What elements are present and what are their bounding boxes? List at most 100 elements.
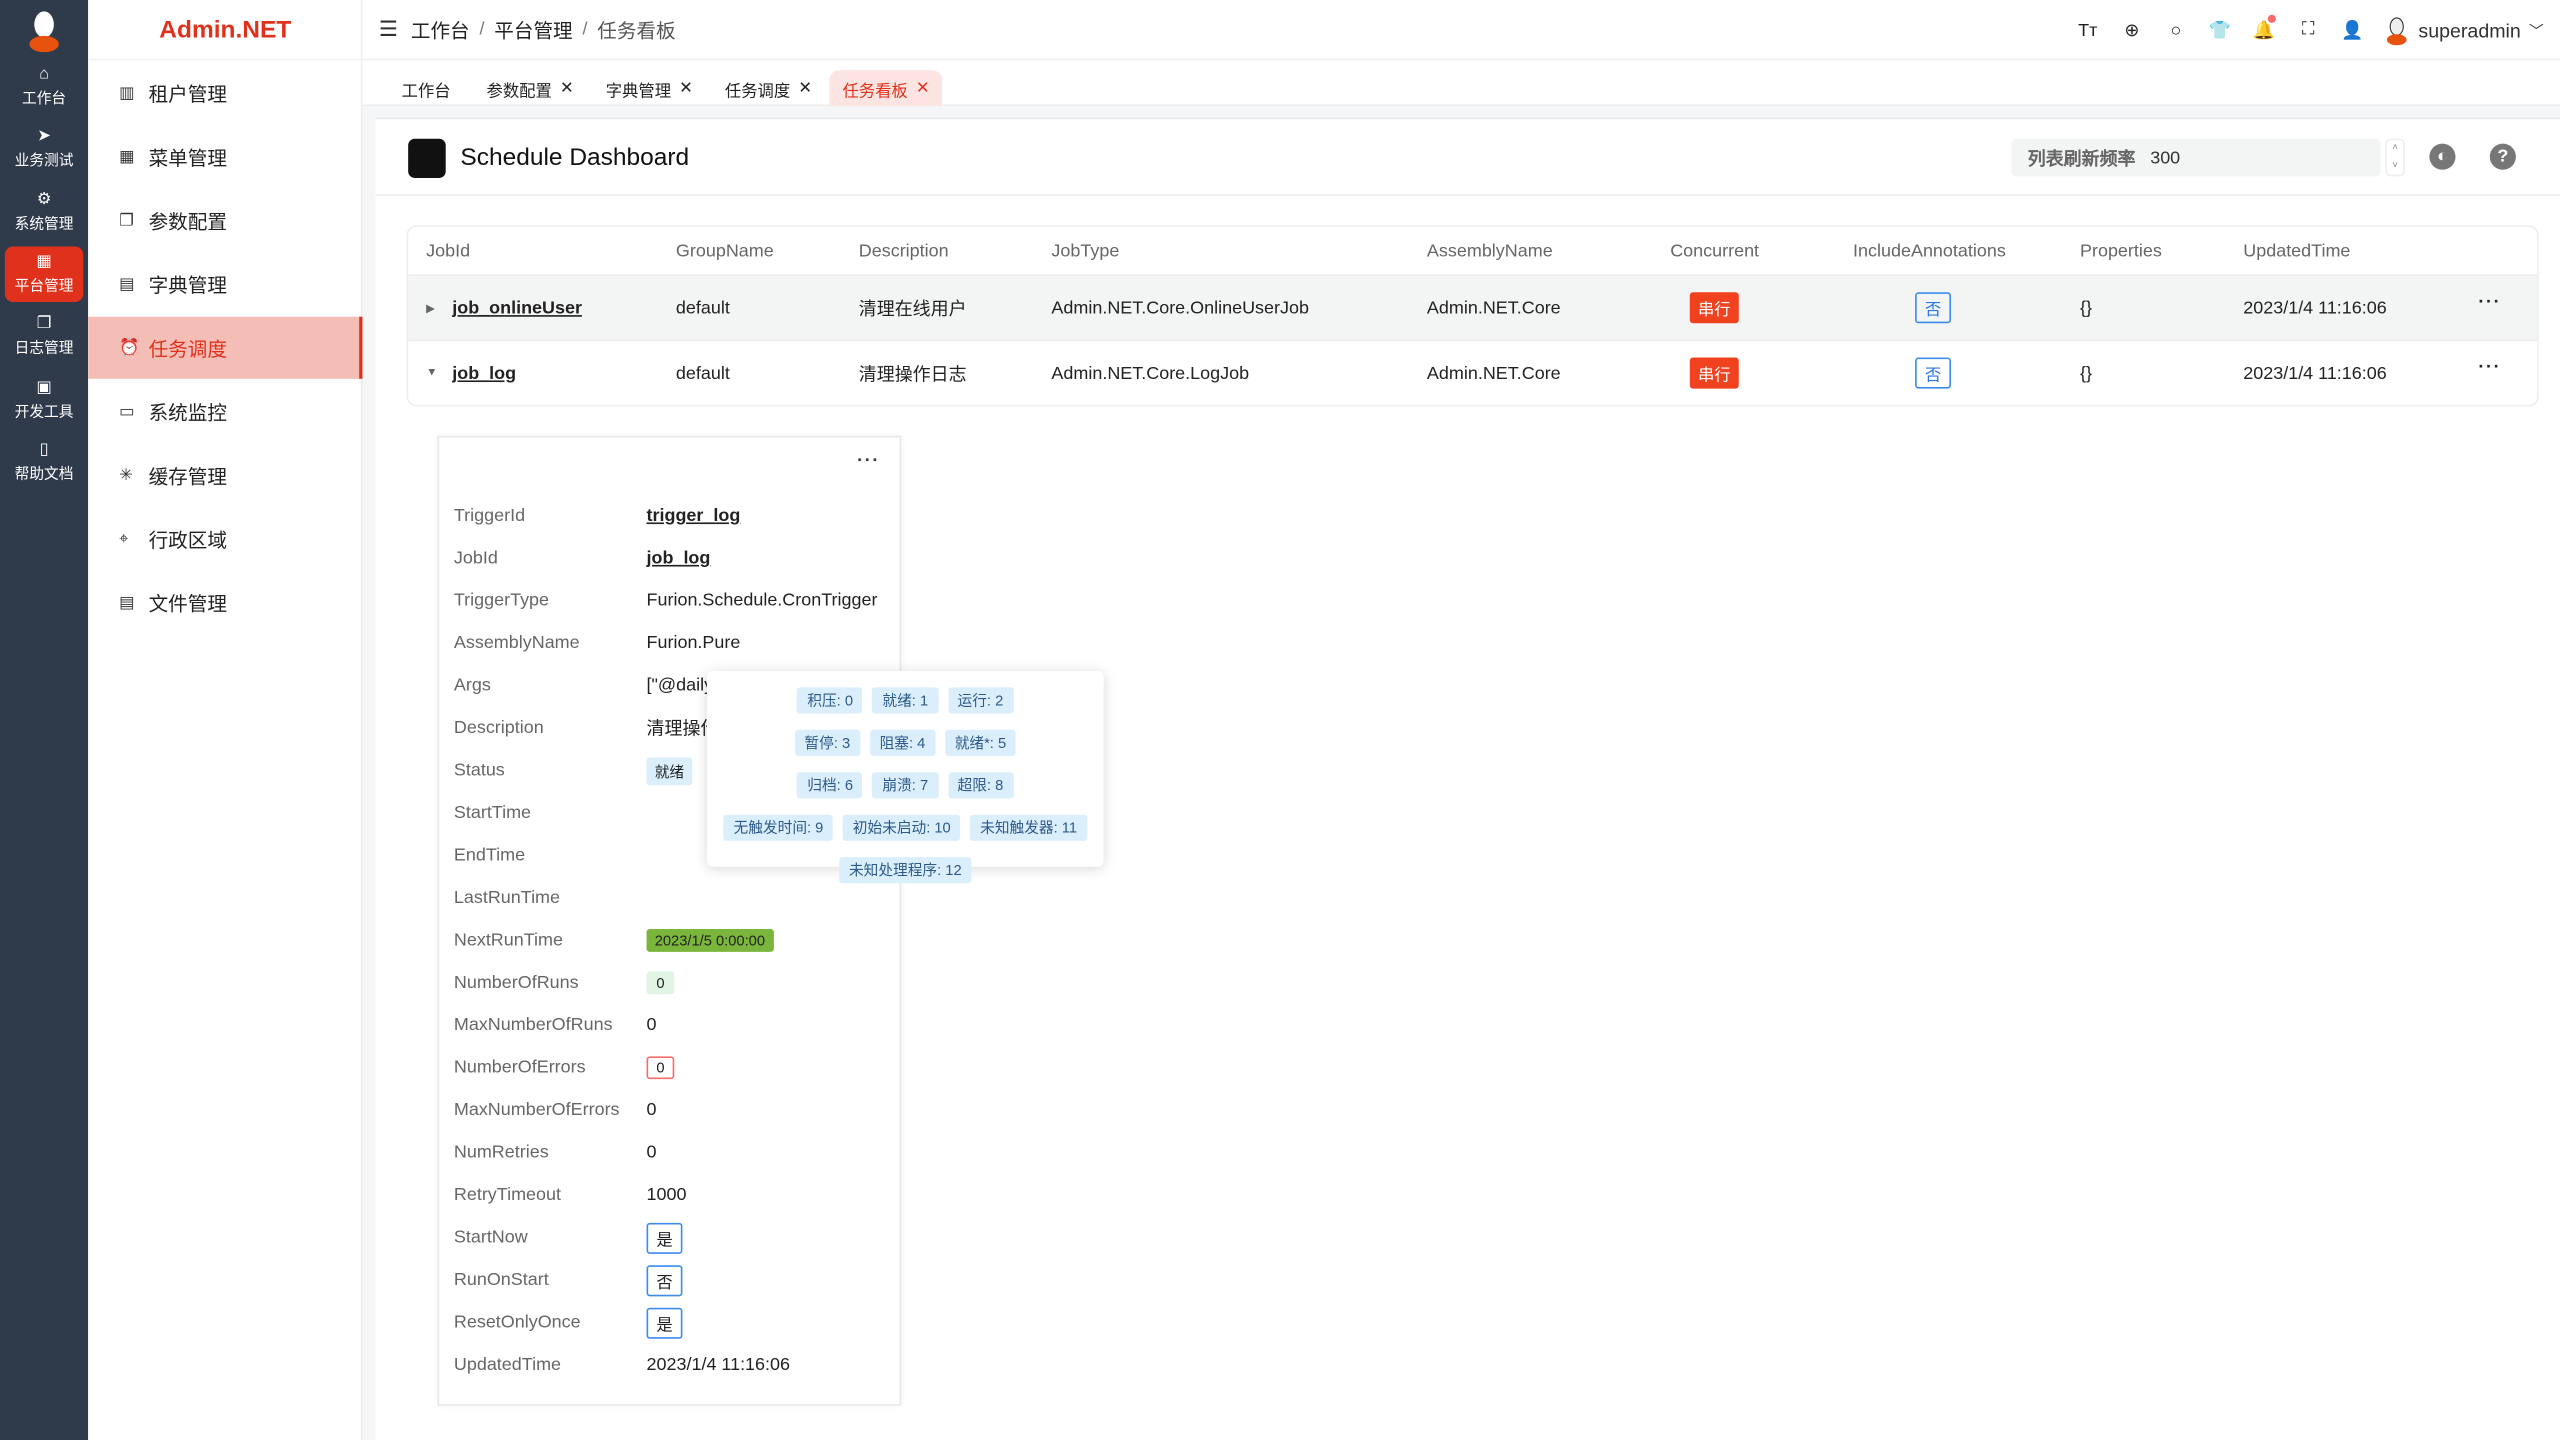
more-icon[interactable]: ··· — [2478, 292, 2502, 312]
submenu-item[interactable]: ▤ 字典管理 — [119, 273, 227, 297]
rail-item[interactable]: ▦ 平台管理 — [4, 246, 84, 302]
detail-row: TriggerId trigger_log — [454, 500, 895, 533]
more-icon[interactable]: ··· — [857, 450, 880, 471]
submenu-item[interactable]: ▭ 系统监控 — [119, 400, 227, 424]
detail-value[interactable]: trigger_log — [646, 506, 741, 526]
brand-logo: Admin.NET — [88, 0, 363, 61]
help-icon[interactable]: ? — [2489, 143, 2516, 170]
chevron-down-icon: ﹀ — [2528, 22, 2544, 40]
detail-label: NumberOfRuns — [453, 973, 579, 993]
detail-label: TriggerId — [453, 506, 526, 526]
bell-icon[interactable]: 🔔 — [2242, 14, 2286, 41]
detail-label: AssemblyName — [453, 633, 580, 654]
submenu-item[interactable]: ▦ 菜单管理 — [119, 146, 227, 169]
tab[interactable]: 工作台 — [401, 82, 451, 101]
font-size-icon[interactable]: Tт — [2078, 20, 2098, 40]
group-name: default — [675, 363, 730, 383]
table-row[interactable]: ▶ job_onlineUser default 清理在线用户 Admin.NET… — [408, 274, 2538, 340]
table-header: JobId GroupName Description JobType Assembly… — [408, 227, 2537, 274]
detail-row: EndTime — [454, 839, 895, 872]
monitor-icon: ▭ — [119, 402, 135, 421]
tab[interactable]: 任务调度 ✕ — [724, 79, 813, 101]
detail-row: RunOnStart 否 — [454, 1264, 895, 1297]
submenu-item[interactable]: ⏰ 任务调度 — [88, 316, 363, 379]
close-icon[interactable]: ✕ — [559, 79, 574, 98]
moon-theme-icon[interactable]: ◐ — [2429, 143, 2456, 170]
column-header: GroupName — [675, 240, 774, 261]
more-icon[interactable]: ··· — [2478, 357, 2502, 378]
table-row[interactable]: ▼ job_log default 清理操作日志 Admin.NET.Core.L… — [408, 339, 2538, 405]
detail-value: 清理操作 — [646, 719, 719, 740]
status-legend-badge: 暂停: 3 — [794, 729, 860, 756]
column-header: UpdatedTime — [2243, 240, 2351, 261]
dashboard-card: Schedule Dashboard 列表刷新频率 300 ˄ ˅ ◐ ? Job… — [375, 117, 2560, 1440]
updated-time: 2023/1/4 11:16:06 — [2243, 363, 2387, 383]
close-icon[interactable]: ✕ — [798, 79, 813, 98]
detail-label: MaxNumberOfRuns — [453, 1015, 613, 1036]
job-id-link[interactable]: job_onlineUser — [452, 297, 582, 318]
rail-item[interactable]: ➤ 业务测试 — [14, 127, 74, 169]
detail-value: Furion.Schedule.CronTrigger — [646, 591, 878, 611]
language-icon[interactable]: ⊕ — [2124, 21, 2140, 41]
user-icon[interactable]: 👤 — [2341, 21, 2364, 41]
jobs-table: JobId GroupName Description JobType Assembly… — [406, 225, 2539, 407]
submenu-item[interactable]: ⌖ 行政区域 — [119, 528, 227, 552]
app-rail: ⌂ 工作台 ➤ 业务测试 ⚙ 系统管理 ▦ 平台管理 ❐ 日志管理 ▣ 开发工具 ▯ 帮助文档 — [0, 0, 89, 1440]
book-icon: ▯ — [39, 440, 49, 459]
job-id-link[interactable]: job_log — [452, 363, 517, 383]
fullscreen-icon[interactable]: ⛶ — [2301, 19, 2315, 40]
detail-row: TriggerType Furion.Schedule.CronTrigger — [454, 584, 895, 617]
submenu-item[interactable]: ❐ 参数配置 — [119, 209, 227, 233]
submenu: Admin.NET ▥ 租户管理 ▦ 菜单管理 ❐ 参数配置 ▤ 字典管理 ⏰ 任务调度 ▭ 系统监控… — [88, 0, 363, 1440]
concurrent-badge: 串行 — [1689, 357, 1739, 389]
detail-value: 是 — [646, 1306, 683, 1338]
column-header: Concurrent — [1670, 240, 1760, 261]
assembly-name: Admin.NET.Core — [1426, 363, 1561, 383]
building-icon: ▥ — [119, 84, 135, 103]
close-icon[interactable]: ✕ — [915, 79, 930, 98]
status-legend-badge: 就绪: 1 — [872, 687, 938, 714]
detail-label: RetryTimeout — [453, 1185, 561, 1205]
copy-icon: ❐ — [119, 211, 134, 230]
tab[interactable]: 任务看板 ✕ — [829, 70, 943, 107]
tab[interactable]: 字典管理 ✕ — [605, 79, 693, 101]
rail-item[interactable]: ⌂ 工作台 — [22, 65, 67, 107]
status-legend-badge: 超限: 8 — [947, 772, 1014, 799]
detail-value: 0 — [646, 1056, 675, 1080]
submenu-item[interactable]: ✳ 缓存管理 — [119, 464, 227, 488]
column-header: JobType — [1051, 240, 1120, 261]
loading-icon: ✳ — [119, 466, 133, 485]
breadcrumb-current: 任务看板 — [597, 18, 676, 42]
menu-toggle-icon[interactable]: ☰ — [378, 16, 398, 41]
submenu-item[interactable]: ▤ 文件管理 — [119, 591, 227, 615]
rail-item[interactable]: ▯ 帮助文档 — [14, 440, 74, 482]
detail-value: 否 — [646, 1264, 683, 1296]
close-icon[interactable]: ✕ — [679, 79, 693, 98]
breadcrumb-item[interactable]: 平台管理 — [494, 18, 573, 42]
detail-value: 是 — [646, 1222, 683, 1254]
detail-row: Status 就绪 — [454, 754, 895, 787]
detail-value[interactable]: job_log — [646, 548, 711, 569]
detail-row: MaxNumberOfErrors 0 — [454, 1094, 895, 1127]
rail-item[interactable]: ❐ 日志管理 — [14, 315, 74, 357]
rail-item[interactable]: ⚙ 系统管理 — [14, 190, 74, 232]
caret-right-icon[interactable]: ▶ — [426, 302, 435, 315]
submenu-item[interactable]: ▥ 租户管理 — [119, 82, 227, 106]
tab[interactable]: 参数配置 ✕ — [486, 79, 574, 101]
detail-label: Status — [453, 760, 505, 781]
refresh-frequency-stepper[interactable]: ˄ ˅ — [2385, 138, 2405, 177]
caret-down-icon[interactable]: ▼ — [426, 367, 438, 379]
theme-shirt-icon[interactable]: 👕 — [2208, 21, 2232, 41]
username: superadmin — [2418, 18, 2521, 42]
refresh-frequency-label: 列表刷新频率 — [2027, 149, 2136, 169]
search-icon[interactable]: ○ — [2170, 20, 2182, 40]
refresh-frequency-input[interactable]: 列表刷新频率 300 — [2011, 138, 2381, 177]
user-menu[interactable]: superadmin ﹀ — [2384, 16, 2544, 45]
alarm-clock-icon: ⏰ — [119, 338, 140, 357]
column-header: IncludeAnnotations — [1853, 240, 2006, 261]
rail-item[interactable]: ▣ 开发工具 — [14, 377, 74, 419]
detail-label: StartNow — [453, 1227, 528, 1248]
updated-time: 2023/1/4 11:16:06 — [2243, 297, 2387, 318]
breadcrumb-item[interactable]: 工作台 — [410, 18, 470, 42]
group-name: default — [675, 297, 730, 318]
